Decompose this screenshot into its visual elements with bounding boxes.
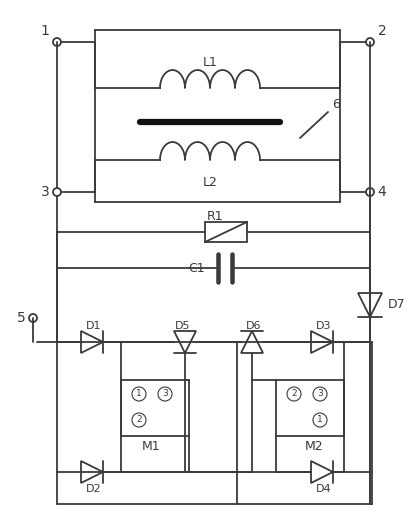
- Text: L2: L2: [202, 176, 217, 189]
- Bar: [205, 222, 247, 242]
- Text: 3: 3: [162, 390, 168, 399]
- Polygon shape: [358, 293, 382, 317]
- Circle shape: [313, 387, 327, 401]
- Text: C1: C1: [188, 262, 205, 275]
- Text: D5: D5: [175, 321, 191, 331]
- Text: 1: 1: [136, 390, 142, 399]
- Circle shape: [53, 188, 61, 196]
- Circle shape: [29, 314, 37, 322]
- Bar: [276, 380, 344, 436]
- Bar: [121, 380, 189, 436]
- Text: 1: 1: [317, 416, 323, 425]
- Text: D6: D6: [246, 321, 262, 331]
- Text: L1: L1: [202, 56, 217, 68]
- Circle shape: [132, 387, 146, 401]
- Circle shape: [366, 188, 374, 196]
- Text: M2: M2: [305, 440, 323, 453]
- Polygon shape: [81, 461, 103, 483]
- Text: D1: D1: [86, 321, 102, 331]
- Circle shape: [366, 38, 374, 46]
- Text: D3: D3: [316, 321, 332, 331]
- Circle shape: [287, 387, 301, 401]
- Text: 5: 5: [17, 311, 25, 325]
- Text: D7: D7: [388, 299, 406, 312]
- Polygon shape: [174, 331, 196, 353]
- Text: 2: 2: [136, 416, 142, 425]
- Text: 3: 3: [317, 390, 323, 399]
- Circle shape: [313, 413, 327, 427]
- Text: M1: M1: [142, 440, 160, 453]
- Text: D4: D4: [316, 484, 332, 494]
- Circle shape: [158, 387, 172, 401]
- Text: 1: 1: [40, 24, 50, 38]
- Circle shape: [53, 38, 61, 46]
- Text: 6: 6: [332, 98, 340, 111]
- Text: 4: 4: [377, 185, 387, 199]
- Text: R1: R1: [206, 210, 223, 224]
- Polygon shape: [311, 331, 333, 353]
- Text: 2: 2: [291, 390, 297, 399]
- Polygon shape: [311, 461, 333, 483]
- Text: 2: 2: [377, 24, 387, 38]
- Text: 3: 3: [40, 185, 50, 199]
- Text: D2: D2: [86, 484, 102, 494]
- Polygon shape: [81, 331, 103, 353]
- Polygon shape: [241, 331, 263, 353]
- Circle shape: [132, 413, 146, 427]
